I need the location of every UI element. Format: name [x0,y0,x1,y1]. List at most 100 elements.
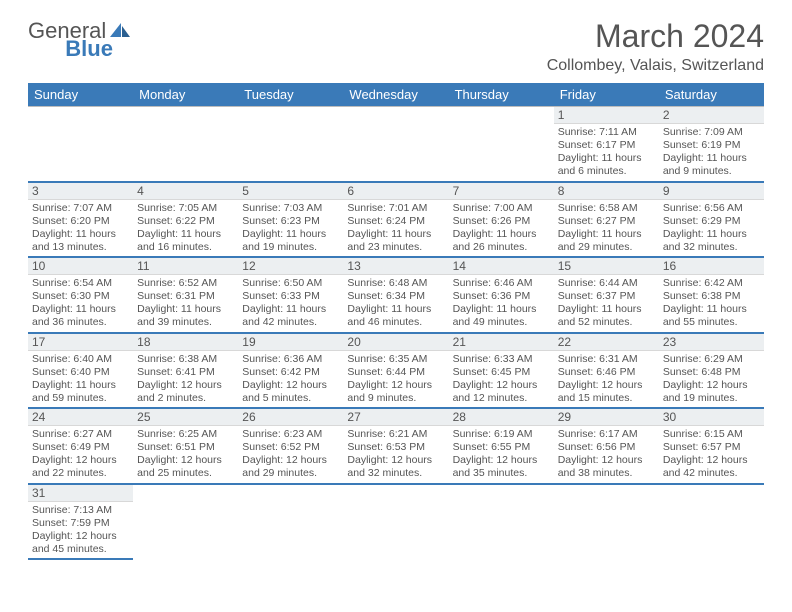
weekday-header: Wednesday [343,83,448,107]
calendar-cell: 12Sunrise: 6:50 AMSunset: 6:33 PMDayligh… [238,257,343,333]
day-number: 18 [133,334,238,351]
calendar-cell: 18Sunrise: 6:38 AMSunset: 6:41 PMDayligh… [133,333,238,409]
calendar-body: 1Sunrise: 7:11 AMSunset: 6:17 PMDaylight… [28,107,764,560]
calendar-cell [343,107,448,182]
calendar-cell: 4Sunrise: 7:05 AMSunset: 6:22 PMDaylight… [133,182,238,258]
month-title: March 2024 [547,18,764,55]
day-number: 6 [343,183,448,200]
day-details: Sunrise: 7:09 AMSunset: 6:19 PMDaylight:… [659,124,764,181]
brand-logo: General Blue [28,18,181,44]
calendar-cell [659,484,764,560]
calendar-cell: 31Sunrise: 7:13 AMSunset: 7:59 PMDayligh… [28,484,133,560]
calendar-cell: 26Sunrise: 6:23 AMSunset: 6:52 PMDayligh… [238,408,343,484]
calendar-week-row: 17Sunrise: 6:40 AMSunset: 6:40 PMDayligh… [28,333,764,409]
calendar-cell [449,484,554,560]
day-number: 5 [238,183,343,200]
calendar-cell: 24Sunrise: 6:27 AMSunset: 6:49 PMDayligh… [28,408,133,484]
calendar-cell [28,107,133,182]
calendar-cell [343,484,448,560]
page-header: General Blue March 2024 Collombey, Valai… [28,18,764,75]
calendar-cell: 22Sunrise: 6:31 AMSunset: 6:46 PMDayligh… [554,333,659,409]
calendar-cell: 19Sunrise: 6:36 AMSunset: 6:42 PMDayligh… [238,333,343,409]
location-text: Collombey, Valais, Switzerland [547,57,764,75]
weekday-header: Friday [554,83,659,107]
weekday-header-row: Sunday Monday Tuesday Wednesday Thursday… [28,83,764,107]
day-details: Sunrise: 7:00 AMSunset: 6:26 PMDaylight:… [449,200,554,257]
day-number: 23 [659,334,764,351]
day-number: 28 [449,409,554,426]
weekday-header: Thursday [449,83,554,107]
calendar-cell: 14Sunrise: 6:46 AMSunset: 6:36 PMDayligh… [449,257,554,333]
day-details: Sunrise: 6:40 AMSunset: 6:40 PMDaylight:… [28,351,133,408]
calendar-cell: 10Sunrise: 6:54 AMSunset: 6:30 PMDayligh… [28,257,133,333]
day-details: Sunrise: 6:58 AMSunset: 6:27 PMDaylight:… [554,200,659,257]
day-details: Sunrise: 7:03 AMSunset: 6:23 PMDaylight:… [238,200,343,257]
calendar-cell [238,484,343,560]
day-details: Sunrise: 7:05 AMSunset: 6:22 PMDaylight:… [133,200,238,257]
day-number: 15 [554,258,659,275]
day-number: 29 [554,409,659,426]
calendar-week-row: 24Sunrise: 6:27 AMSunset: 6:49 PMDayligh… [28,408,764,484]
day-number: 2 [659,107,764,124]
day-details: Sunrise: 6:46 AMSunset: 6:36 PMDaylight:… [449,275,554,332]
calendar-cell [449,107,554,182]
day-details: Sunrise: 6:19 AMSunset: 6:55 PMDaylight:… [449,426,554,483]
calendar-cell [133,107,238,182]
day-number: 20 [343,334,448,351]
calendar-week-row: 10Sunrise: 6:54 AMSunset: 6:30 PMDayligh… [28,257,764,333]
brand-part2: Blue [65,36,113,62]
day-number: 10 [28,258,133,275]
day-details: Sunrise: 6:44 AMSunset: 6:37 PMDaylight:… [554,275,659,332]
calendar-cell: 11Sunrise: 6:52 AMSunset: 6:31 PMDayligh… [133,257,238,333]
calendar-cell [133,484,238,560]
day-number: 13 [343,258,448,275]
calendar-cell [554,484,659,560]
day-details: Sunrise: 6:17 AMSunset: 6:56 PMDaylight:… [554,426,659,483]
day-details: Sunrise: 6:36 AMSunset: 6:42 PMDaylight:… [238,351,343,408]
day-number: 9 [659,183,764,200]
day-details: Sunrise: 6:21 AMSunset: 6:53 PMDaylight:… [343,426,448,483]
day-number: 27 [343,409,448,426]
weekday-header: Saturday [659,83,764,107]
day-number: 3 [28,183,133,200]
calendar-cell: 30Sunrise: 6:15 AMSunset: 6:57 PMDayligh… [659,408,764,484]
calendar-cell: 8Sunrise: 6:58 AMSunset: 6:27 PMDaylight… [554,182,659,258]
day-number: 7 [449,183,554,200]
calendar-cell: 5Sunrise: 7:03 AMSunset: 6:23 PMDaylight… [238,182,343,258]
day-details: Sunrise: 6:33 AMSunset: 6:45 PMDaylight:… [449,351,554,408]
day-number: 4 [133,183,238,200]
day-details: Sunrise: 6:56 AMSunset: 6:29 PMDaylight:… [659,200,764,257]
calendar-week-row: 31Sunrise: 7:13 AMSunset: 7:59 PMDayligh… [28,484,764,560]
day-details: Sunrise: 6:27 AMSunset: 6:49 PMDaylight:… [28,426,133,483]
day-number: 21 [449,334,554,351]
calendar-cell: 3Sunrise: 7:07 AMSunset: 6:20 PMDaylight… [28,182,133,258]
day-number: 1 [554,107,659,124]
calendar-week-row: 3Sunrise: 7:07 AMSunset: 6:20 PMDaylight… [28,182,764,258]
calendar-cell: 16Sunrise: 6:42 AMSunset: 6:38 PMDayligh… [659,257,764,333]
day-number: 16 [659,258,764,275]
day-details: Sunrise: 7:13 AMSunset: 7:59 PMDaylight:… [28,502,133,559]
day-number: 14 [449,258,554,275]
weekday-header: Sunday [28,83,133,107]
calendar-table: Sunday Monday Tuesday Wednesday Thursday… [28,83,764,560]
day-details: Sunrise: 6:31 AMSunset: 6:46 PMDaylight:… [554,351,659,408]
calendar-cell: 15Sunrise: 6:44 AMSunset: 6:37 PMDayligh… [554,257,659,333]
day-number: 30 [659,409,764,426]
day-number: 26 [238,409,343,426]
day-details: Sunrise: 6:29 AMSunset: 6:48 PMDaylight:… [659,351,764,408]
day-number: 12 [238,258,343,275]
calendar-cell: 7Sunrise: 7:00 AMSunset: 6:26 PMDaylight… [449,182,554,258]
day-details: Sunrise: 7:07 AMSunset: 6:20 PMDaylight:… [28,200,133,257]
weekday-header: Tuesday [238,83,343,107]
calendar-cell: 2Sunrise: 7:09 AMSunset: 6:19 PMDaylight… [659,107,764,182]
day-details: Sunrise: 6:42 AMSunset: 6:38 PMDaylight:… [659,275,764,332]
calendar-cell: 21Sunrise: 6:33 AMSunset: 6:45 PMDayligh… [449,333,554,409]
day-details: Sunrise: 6:54 AMSunset: 6:30 PMDaylight:… [28,275,133,332]
day-number: 25 [133,409,238,426]
calendar-cell: 28Sunrise: 6:19 AMSunset: 6:55 PMDayligh… [449,408,554,484]
day-details: Sunrise: 6:38 AMSunset: 6:41 PMDaylight:… [133,351,238,408]
calendar-cell: 1Sunrise: 7:11 AMSunset: 6:17 PMDaylight… [554,107,659,182]
day-number: 31 [28,485,133,502]
day-details: Sunrise: 6:48 AMSunset: 6:34 PMDaylight:… [343,275,448,332]
day-details: Sunrise: 6:50 AMSunset: 6:33 PMDaylight:… [238,275,343,332]
